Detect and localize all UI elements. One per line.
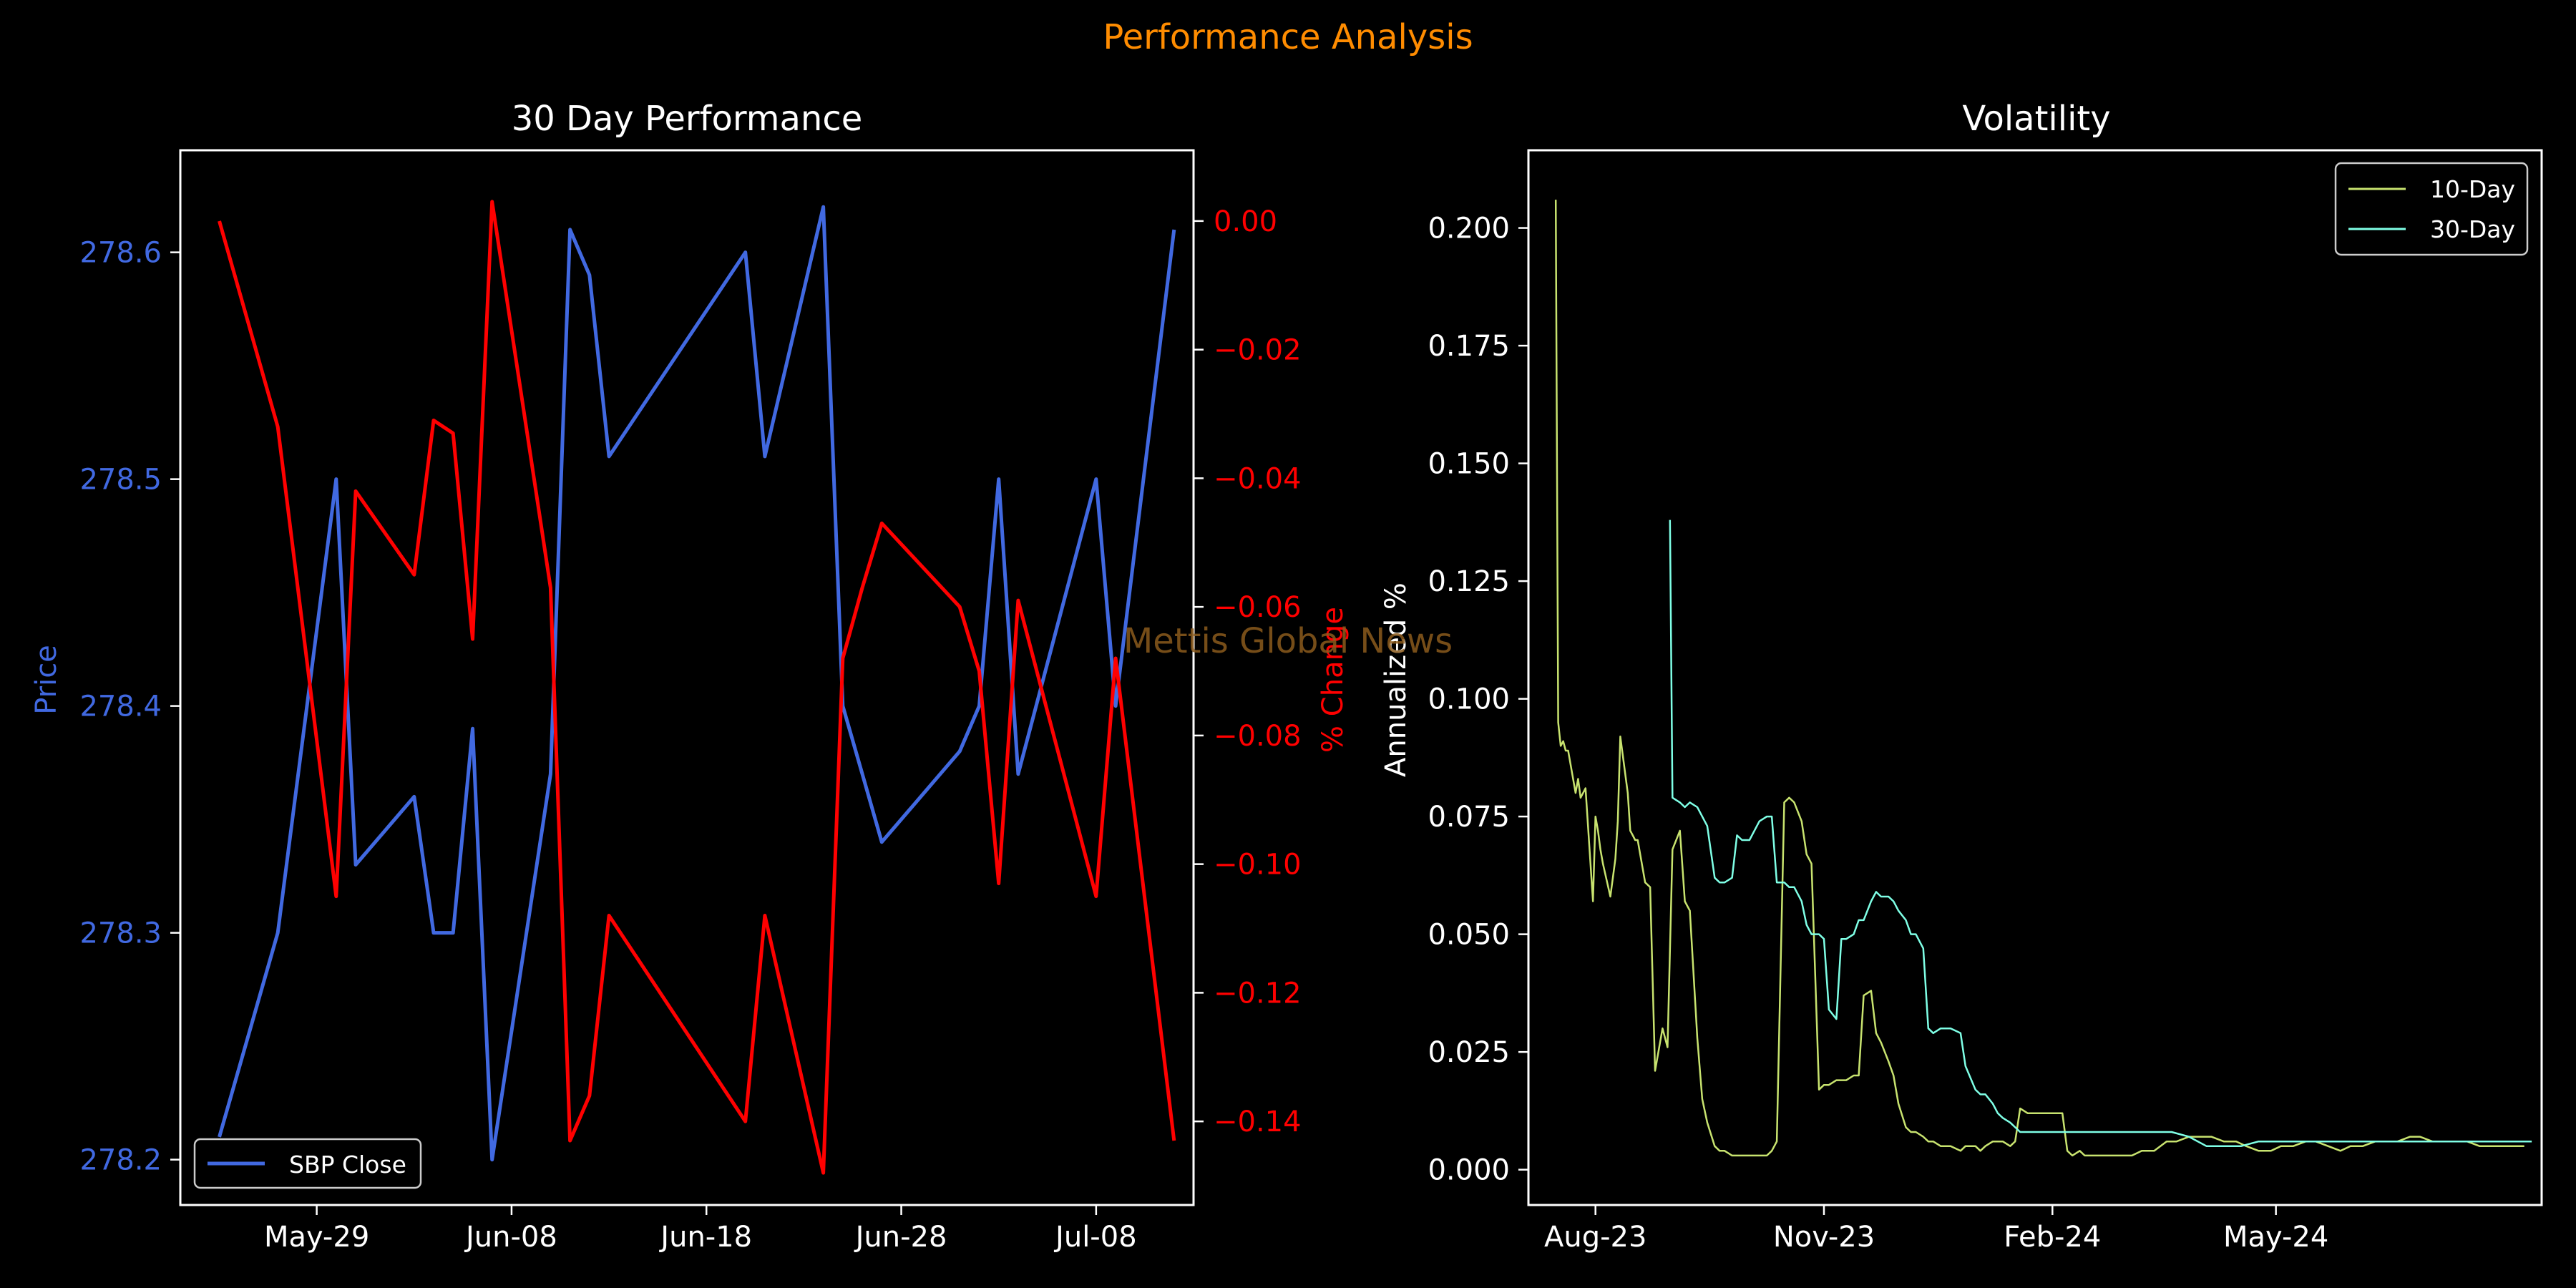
price-tick-label: 278.4 <box>79 691 162 723</box>
pct-tick-label: −0.08 <box>1214 720 1302 753</box>
performance-plot-frame <box>179 149 1195 1206</box>
pct-tick-label: −0.04 <box>1214 462 1302 495</box>
legend-label-sbp-close: SBP Close <box>289 1151 406 1179</box>
sbp-close-line <box>218 205 1176 1162</box>
pct-tick-label: −0.12 <box>1214 977 1302 1010</box>
legend-label-10-day: 10-Day <box>2430 175 2515 203</box>
volatility-x-ticks: Aug-23 Nov-23 Feb-24 May-24 <box>1544 1205 2328 1254</box>
price-tick-label: 278.2 <box>79 1144 162 1177</box>
performance-legend-box <box>193 1138 422 1189</box>
performance-legend: SBP Close <box>193 1138 422 1189</box>
volatility-tick-label: 0.150 <box>1428 448 1510 481</box>
volatility-panel: Volatility Annualized % Aug-23 Nov-23 Feb-… <box>1380 99 2543 1254</box>
watermark-text: Mettis Global News <box>1123 621 1453 661</box>
volatility-tick-label: 0.050 <box>1428 919 1510 952</box>
pct-tick-label: 0.00 <box>1214 205 1277 238</box>
price-tick-label: 278.3 <box>79 917 162 950</box>
price-axis-label: Price <box>30 645 63 715</box>
volatility-tick-label: 0.175 <box>1428 330 1510 363</box>
volatility-tick-label: 0.200 <box>1428 213 1510 245</box>
volatility-legend-box <box>2334 162 2529 256</box>
x-tick-label: Jul-08 <box>1053 1221 1137 1254</box>
figure-suptitle: Performance Analysis <box>1103 17 1473 57</box>
volatility-tick-label: 0.025 <box>1428 1036 1510 1069</box>
volatility-tick-label: 0.075 <box>1428 801 1510 834</box>
performance-lines <box>218 200 1176 1175</box>
x-tick-label: Jun-28 <box>854 1221 947 1254</box>
performance-x-ticks: May-29 Jun-08 Jun-18 Jun-28 Jul-08 <box>264 1205 1137 1254</box>
volatility-30-day-line <box>1669 519 2532 1147</box>
price-tick-label: 278.6 <box>79 237 162 270</box>
pct-tick-label: −0.02 <box>1214 334 1302 367</box>
volatility-lines <box>1554 200 2532 1157</box>
x-tick-label: Jun-08 <box>464 1221 557 1254</box>
volatility-tick-label: 0.125 <box>1428 565 1510 598</box>
pct-change-axis-label: % Change <box>1317 607 1350 753</box>
volatility-10-day-line <box>1554 200 2524 1157</box>
price-tick-label: 278.5 <box>79 464 162 497</box>
x-tick-label: Jun-18 <box>658 1221 752 1254</box>
performance-panel: 30 Day Performance Price % Change May-29… <box>30 99 1350 1254</box>
x-tick-label: Feb-24 <box>2004 1221 2101 1254</box>
volatility-title: Volatility <box>1962 99 2110 139</box>
volatility-legend: 10-Day 30-Day <box>2334 162 2529 256</box>
volatility-tick-label: 0.100 <box>1428 683 1510 716</box>
x-tick-label: Aug-23 <box>1544 1221 1646 1254</box>
price-y-ticks: 278.2 278.3 278.4 278.5 278.6 <box>79 237 180 1177</box>
pct-change-y-ticks: 0.00 −0.02 −0.04 −0.06 −0.08 −0.10 −0.12 −0.14 <box>1194 205 1302 1138</box>
pct-change-line <box>218 200 1176 1175</box>
volatility-plot-frame <box>1527 149 2543 1206</box>
volatility-y-ticks: 0.000 0.025 0.050 0.075 0.100 0.125 0.150 0.175… <box>1428 213 1528 1187</box>
pct-tick-label: −0.14 <box>1214 1106 1302 1138</box>
pct-tick-label: −0.06 <box>1214 591 1302 624</box>
x-tick-label: Nov-23 <box>1773 1221 1875 1254</box>
x-tick-label: May-24 <box>2223 1221 2328 1254</box>
legend-label-30-day: 30-Day <box>2430 215 2515 243</box>
pct-tick-label: −0.10 <box>1214 849 1302 882</box>
volatility-axis-label: Annualized % <box>1380 582 1413 777</box>
volatility-tick-label: 0.000 <box>1428 1154 1510 1187</box>
x-tick-label: May-29 <box>264 1221 369 1254</box>
performance-title: 30 Day Performance <box>512 99 863 139</box>
